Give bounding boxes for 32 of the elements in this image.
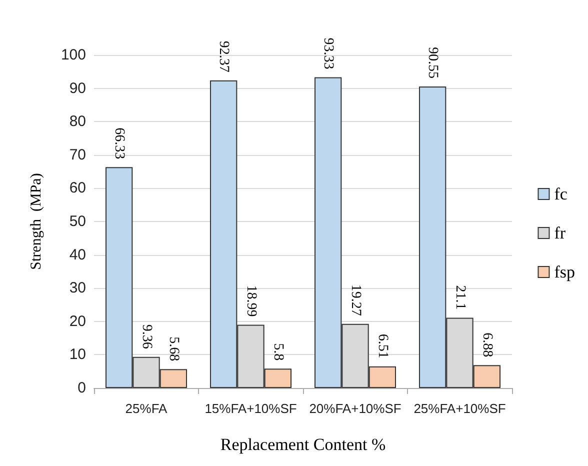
y-tick-label: 80 [69, 113, 86, 130]
x-axis-title: Replacement Content % [220, 435, 386, 454]
data-label: 5.8 [270, 343, 286, 361]
data-label: 19.27 [348, 284, 363, 316]
x-tick-label: 25%FA+10%SF [414, 401, 506, 416]
x-tick-label: 15%FA+10%SF [204, 401, 297, 416]
legend-label: fr [554, 224, 566, 242]
y-tick-label: 100 [60, 46, 86, 64]
legend-label: fsp [554, 262, 576, 282]
data-label: 9.36 [138, 324, 154, 349]
data-label: 6.88 [479, 332, 494, 358]
data-label: 5.68 [166, 336, 181, 362]
y-tick-label: 40 [69, 246, 86, 264]
data-label: 21.1 [452, 285, 468, 310]
y-tick-label: 50 [69, 213, 86, 230]
data-label: 66.33 [112, 128, 127, 160]
x-tick-label: 25%FA [125, 401, 168, 416]
y-tick-label: 70 [69, 146, 86, 164]
y-tick-label: 10 [69, 346, 86, 364]
y-tick-label: 20 [69, 312, 86, 330]
data-label: 90.55 [425, 46, 440, 78]
data-label: 93.33 [320, 38, 336, 70]
y-tick-label: 30 [69, 280, 86, 297]
data-label: 18.99 [243, 285, 258, 317]
data-label: 6.51 [374, 334, 390, 358]
data-label: 92.37 [216, 40, 232, 72]
x-tick-label: 20%FA+10%SF [309, 401, 402, 416]
y-tick-label: 60 [69, 180, 86, 197]
y-tick-label: 0 [78, 380, 86, 396]
y-tick-label: 90 [69, 80, 86, 97]
y-axis-title: Strength (MPa) [28, 173, 44, 270]
legend-label: fc [554, 184, 568, 204]
